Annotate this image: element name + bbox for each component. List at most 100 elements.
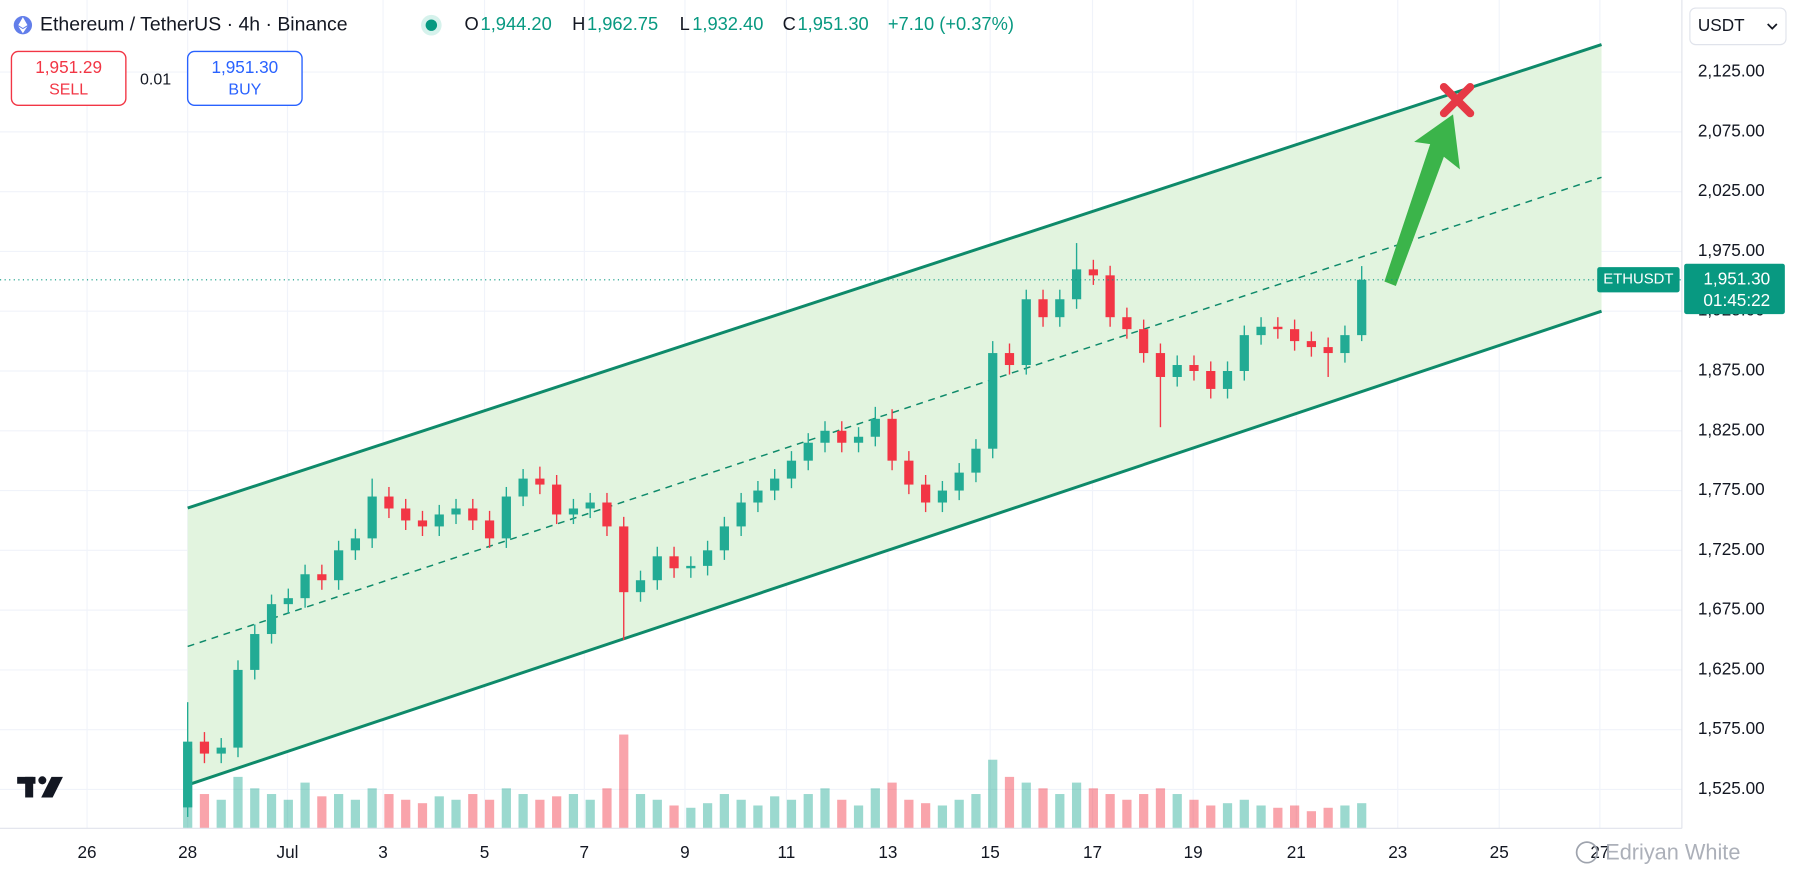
candle-body (568, 508, 579, 515)
currency-box[interactable] (1689, 7, 1787, 46)
volume-bar (803, 794, 813, 829)
candle-body (1038, 299, 1048, 318)
volume-bar (300, 782, 310, 829)
candle-body (971, 448, 981, 473)
buy-box[interactable] (186, 50, 303, 106)
candle-body (988, 353, 998, 449)
volume-bar (1273, 807, 1283, 829)
volume-bar (1340, 805, 1350, 829)
volume-bar (736, 799, 746, 829)
volume-bar (1290, 805, 1300, 829)
candle-body (1273, 326, 1283, 330)
sell-box[interactable] (10, 50, 127, 106)
candle-body (250, 634, 260, 670)
x-tick-label: 23 (1388, 842, 1407, 862)
volume-bar (384, 794, 394, 829)
volume-bar (1055, 794, 1065, 829)
volume-bar (619, 734, 629, 829)
logo-part (25, 776, 34, 798)
volume-bar (317, 796, 327, 829)
chart-title: Ethereum / TetherUS · 4h · Binance (40, 13, 348, 35)
y-tick-label: 2,075.00 (1698, 120, 1765, 140)
volume-bar (669, 805, 679, 829)
channel-middle (187, 176, 1602, 648)
sell-button[interactable]: 1,951.29 SELL (10, 50, 127, 106)
volume-bar (887, 782, 897, 829)
volume-bar (585, 799, 595, 829)
volume-bar (568, 794, 579, 829)
buy-price[interactable]: 1,951.30 (211, 57, 278, 77)
volume-bar (283, 799, 293, 829)
x-tick-label: 3 (378, 842, 388, 862)
x-tick-label: 11 (778, 842, 796, 862)
currency-label[interactable]: USDT (1698, 15, 1745, 35)
candle-body (1189, 365, 1199, 371)
logo-part (41, 776, 63, 798)
sell-price[interactable]: 1,951.29 (35, 57, 102, 77)
candle-body (1155, 353, 1166, 377)
y-tick-label: 1,625.00 (1698, 658, 1765, 678)
x-tick-label: 5 (480, 842, 490, 862)
candle-body (401, 508, 411, 521)
cross-stroke (1439, 82, 1475, 118)
volume-bar (1206, 805, 1216, 829)
volume-bar (350, 799, 361, 829)
candle-body (552, 484, 562, 515)
x-tick-label: 15 (981, 842, 1000, 862)
candle-body (518, 478, 528, 497)
candle-body (199, 741, 210, 754)
y-tick-label: 1,975.00 (1698, 240, 1765, 260)
volume-bar (954, 799, 964, 829)
volume (183, 734, 1367, 829)
candle-body (1021, 299, 1031, 366)
candle-body (484, 520, 495, 539)
candle-body (803, 442, 813, 461)
chevron[interactable] (1767, 23, 1778, 30)
candle-body (887, 418, 897, 461)
candle-body (384, 496, 394, 509)
x-tick-label: 7 (580, 842, 590, 862)
x-tick-label: 28 (178, 842, 197, 862)
y-tick-label: 1,825.00 (1698, 419, 1765, 439)
candle-body (1340, 335, 1350, 354)
volume-bar (870, 788, 880, 829)
y-tick-label: 2,025.00 (1698, 180, 1765, 200)
y-tick-label: 1,775.00 (1698, 479, 1765, 499)
candle-body (753, 490, 763, 503)
buy-button[interactable]: 1,951.30 BUY (186, 50, 303, 106)
volume-bar (1323, 807, 1333, 829)
candle-body (1122, 317, 1132, 330)
volume-bar (988, 759, 998, 829)
volume-bar (652, 799, 662, 829)
channel-upper (187, 43, 1602, 510)
currency-selector[interactable]: USDT (1689, 7, 1787, 46)
candle-body (1323, 347, 1333, 354)
volume-bar (434, 796, 444, 829)
candle-body (937, 490, 948, 503)
volume-bar (1139, 794, 1149, 829)
y-tick-label: 1,725.00 (1698, 539, 1765, 559)
ohlc-value: 1,944.20 (481, 13, 552, 34)
candle-body (334, 550, 344, 581)
volume-bar (971, 794, 981, 829)
sell-label[interactable]: SELL (49, 82, 88, 99)
candle-body (736, 502, 746, 527)
x-tick-label: Jul (276, 842, 298, 862)
volume-bar (1189, 799, 1199, 829)
channel-lower (187, 309, 1603, 787)
y-tick-label: 1,675.00 (1698, 599, 1765, 619)
volume-bar (702, 803, 713, 829)
candle-body (183, 741, 193, 808)
volume-bar (837, 799, 847, 829)
ohlc-value: 1,932.40 (692, 13, 763, 34)
candle-body (1172, 365, 1182, 377)
symbol-tag (1597, 267, 1680, 293)
volume-bar (1357, 803, 1367, 829)
candle-body (602, 502, 612, 527)
buy-label[interactable]: BUY (228, 82, 261, 99)
ohlc-value: 1,962.75 (587, 13, 658, 34)
volume-bar (334, 794, 344, 829)
volume-bar (451, 799, 461, 829)
candle-body (350, 538, 361, 551)
